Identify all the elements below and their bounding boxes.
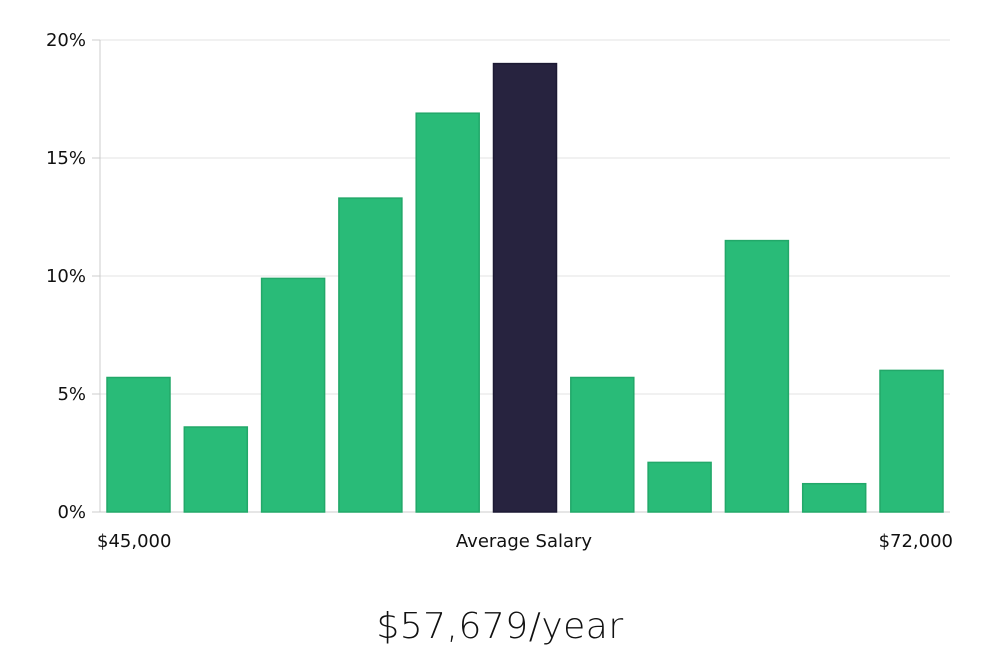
bar bbox=[879, 369, 944, 513]
bar bbox=[260, 277, 326, 513]
x-axis-max-label: $72,000 bbox=[879, 531, 953, 552]
bar bbox=[801, 482, 867, 513]
bar bbox=[570, 376, 635, 513]
bar bbox=[183, 426, 249, 513]
y-tick-label: 10% bbox=[46, 266, 86, 287]
bar bbox=[724, 239, 790, 513]
average-salary-value: $57,679/year bbox=[376, 606, 624, 647]
bars bbox=[106, 62, 944, 513]
bar-average-salary bbox=[492, 62, 558, 513]
y-tick-label: 20% bbox=[46, 30, 86, 51]
bar bbox=[647, 461, 712, 513]
bar bbox=[106, 376, 171, 513]
bar bbox=[338, 197, 403, 513]
x-axis-title: Average Salary bbox=[456, 531, 593, 552]
salary-histogram-chart: 0% 5% 10% 15% 20% $45,000 Average Salary $72… bbox=[46, 30, 953, 552]
y-tick-label: 0% bbox=[57, 502, 86, 523]
x-axis-min-label: $45,000 bbox=[97, 531, 171, 552]
y-tick-label: 5% bbox=[57, 384, 86, 405]
y-tick-label: 15% bbox=[46, 148, 86, 169]
y-axis-ticks: 0% 5% 10% 15% 20% bbox=[46, 30, 100, 523]
bar bbox=[415, 112, 480, 513]
